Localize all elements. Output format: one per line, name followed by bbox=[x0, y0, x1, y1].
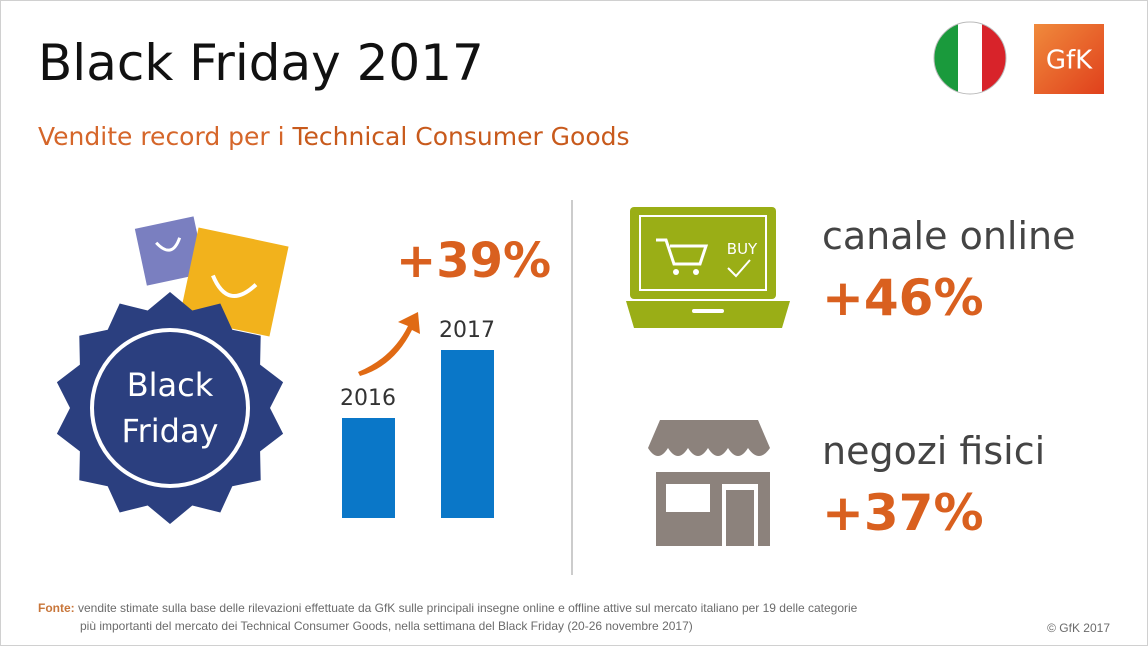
growth-value: +39% bbox=[396, 233, 551, 289]
logo bbox=[1034, 24, 1104, 94]
channel-label: canale online bbox=[822, 214, 1075, 258]
growth-arrow bbox=[358, 312, 420, 376]
year-label: 2017 bbox=[439, 318, 495, 343]
copyright: © GfK 2017 bbox=[1047, 621, 1110, 635]
source-text: vendite stimate sulla base delle rilevaz… bbox=[78, 601, 858, 615]
source: Fonte: vendite stimate sulla base delle … bbox=[38, 601, 858, 615]
channel-value: +46% bbox=[822, 269, 984, 327]
store-icon bbox=[648, 420, 770, 546]
channel-value: +37% bbox=[822, 484, 984, 542]
badge-text: Friday bbox=[122, 412, 219, 450]
laptop-icon bbox=[626, 207, 790, 328]
title: Black Friday 2017 bbox=[38, 34, 484, 92]
subtitle: Vendite record per i Technical Consumer … bbox=[38, 122, 630, 151]
subtitle-strong: Technical Consumer Goods bbox=[292, 122, 630, 151]
badge-text: Black bbox=[127, 366, 214, 404]
icon-text: BUY bbox=[727, 240, 758, 258]
subtitle-lead: Vendite record per i bbox=[38, 122, 285, 151]
source-label: Fonte: bbox=[38, 601, 75, 615]
flag-italy bbox=[933, 21, 1007, 95]
badge bbox=[56, 292, 284, 524]
logo-text: GfK bbox=[1046, 46, 1093, 76]
bar-2016 bbox=[342, 418, 395, 518]
badge-ring bbox=[90, 328, 250, 488]
bar-2017 bbox=[441, 350, 494, 518]
year-label: 2016 bbox=[340, 386, 396, 411]
source-text: più importanti del mercato dei Technical… bbox=[80, 619, 693, 633]
channel-label: negozi fisici bbox=[822, 429, 1045, 473]
